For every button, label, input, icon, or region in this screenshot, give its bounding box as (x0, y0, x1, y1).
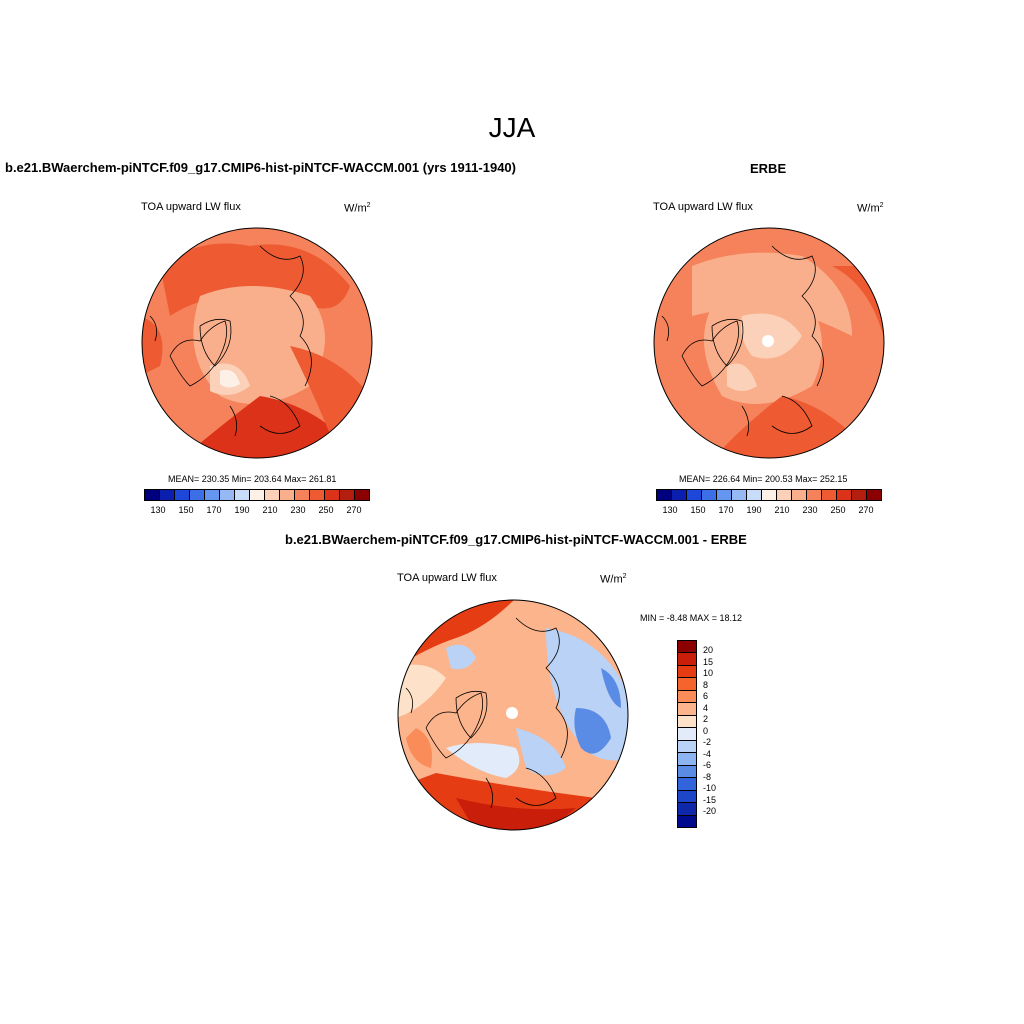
colorbar-swatch (340, 490, 355, 500)
colorbar-swatch (280, 490, 295, 500)
colorbar-swatch (678, 715, 696, 729)
colorbar-swatch (837, 490, 852, 500)
colorbar-swatch (702, 490, 717, 500)
colorbar-swatch (678, 728, 696, 741)
panel3-units: W/m2 (600, 573, 627, 586)
colorbar-swatch (807, 490, 822, 500)
panel1-stats: MEAN= 230.35 Min= 203.64 Max= 261.81 (168, 474, 337, 484)
colorbar-tick-label: 4 (703, 702, 709, 713)
panel2-stats: MEAN= 226.64 Min= 200.53 Max= 252.15 (679, 474, 848, 484)
colorbar-swatch (310, 490, 325, 500)
colorbar-swatch (355, 490, 369, 500)
colorbar-tick-label: -10 (703, 783, 717, 793)
colorbar-tick-label: 10 (703, 668, 714, 678)
panel1-field-label: TOA upward LW flux (141, 201, 241, 213)
colorbar-swatch (672, 490, 687, 500)
colorbar-tick-label: -8 (703, 771, 712, 782)
colorbar-swatch (235, 490, 250, 500)
colorbar-swatch (295, 490, 310, 500)
colorbar-swatch (160, 490, 175, 500)
panel2-polar-map (653, 227, 885, 459)
colorbar-tick-label: 250 (318, 505, 334, 515)
colorbar-tick-label: 170 (718, 505, 734, 515)
colorbar-tick-label: 270 (858, 505, 874, 515)
colorbar-swatch (687, 490, 702, 500)
panel3-colorbar-ticks: 20 15 10 8 6 4 2 0 -2 -4 -6 -8 -10 -15 -20 (703, 645, 716, 818)
colorbar-swatch (867, 490, 881, 500)
colorbar-tick-label: 0 (703, 725, 709, 736)
colorbar-swatch (678, 740, 696, 754)
colorbar-swatch (762, 490, 777, 500)
colorbar-tick-label: 15 (703, 656, 714, 667)
panel2-units: W/m2 (857, 202, 884, 215)
panel3-colorbar (677, 640, 697, 828)
colorbar-swatch (190, 490, 205, 500)
colorbar-tick-label: 230 (802, 505, 818, 515)
colorbar-swatch (777, 490, 792, 500)
panel2-field-label: TOA upward LW flux (653, 201, 753, 213)
panel3-field-label: TOA upward LW flux (397, 572, 497, 584)
panel2-title: ERBE (750, 161, 787, 176)
colorbar-swatch (145, 490, 160, 500)
panel1-title: b.e21.BWaerchem-piNTCF.f09_g17.CMIP6-his… (5, 160, 516, 175)
colorbar-swatch (678, 778, 696, 791)
colorbar-swatch (852, 490, 867, 500)
colorbar-tick-label: 150 (178, 505, 194, 515)
colorbar-swatch (657, 490, 672, 500)
colorbar-tick-label: 190 (746, 505, 762, 515)
panel1-units: W/m2 (344, 202, 371, 215)
colorbar-swatch (678, 665, 696, 679)
colorbar-swatch (250, 490, 265, 500)
colorbar-swatch (325, 490, 340, 500)
colorbar-swatch (678, 703, 696, 716)
panel1-polar-map (141, 227, 373, 459)
colorbar-tick-label: 230 (290, 505, 306, 515)
colorbar-tick-label: 8 (703, 679, 709, 690)
colorbar-swatch (678, 803, 696, 816)
colorbar-swatch (717, 490, 732, 500)
colorbar-swatch (678, 790, 696, 804)
colorbar-swatch (822, 490, 837, 500)
colorbar-swatch (265, 490, 280, 500)
colorbar-swatch (747, 490, 762, 500)
main-title: JJA (488, 112, 536, 143)
panel2-colorbar (656, 489, 882, 501)
colorbar-tick-label: 210 (774, 505, 790, 515)
colorbar-tick-label: -20 (703, 806, 717, 816)
colorbar-swatch (220, 490, 235, 500)
colorbar-tick-label: 130 (150, 505, 166, 515)
colorbar-swatch (678, 765, 696, 779)
colorbar-tick-label: 270 (346, 505, 362, 515)
colorbar-swatch (678, 753, 696, 766)
colorbar-tick-label: 2 (703, 714, 709, 724)
panel1-colorbar (144, 489, 370, 501)
colorbar-swatch (678, 653, 696, 666)
colorbar-tick-label: 150 (690, 505, 706, 515)
colorbar-swatch (678, 641, 696, 654)
colorbar-tick-label: -4 (703, 748, 712, 759)
colorbar-swatch (678, 690, 696, 704)
colorbar-tick-label: 250 (830, 505, 846, 515)
colorbar-tick-label: 190 (234, 505, 250, 515)
colorbar-swatch (175, 490, 190, 500)
colorbar-tick-label: -2 (703, 737, 712, 747)
colorbar-swatch (205, 490, 220, 500)
colorbar-tick-label: 170 (206, 505, 222, 515)
colorbar-tick-label: 20 (703, 645, 714, 655)
colorbar-tick-label: -6 (703, 760, 712, 770)
panel1-colorbar-ticks: 130 150 170 190 210 230 250 270 (144, 505, 368, 515)
colorbar-tick-label: 210 (262, 505, 278, 515)
colorbar-swatch (678, 815, 696, 828)
colorbar-tick-label: 6 (703, 691, 709, 701)
colorbar-swatch (792, 490, 807, 500)
panel2-colorbar-ticks: 130 150 170 190 210 230 250 270 (656, 505, 880, 515)
colorbar-tick-label: 130 (662, 505, 678, 515)
colorbar-tick-label: -15 (703, 794, 717, 805)
panel3-polar-map (397, 599, 629, 831)
panel3-stats: MIN = -8.48 MAX = 18.12 (640, 613, 743, 623)
colorbar-swatch (732, 490, 747, 500)
panel3-title: b.e21.BWaerchem-piNTCF.f09_g17.CMIP6-his… (285, 532, 747, 547)
colorbar-swatch (678, 678, 696, 691)
